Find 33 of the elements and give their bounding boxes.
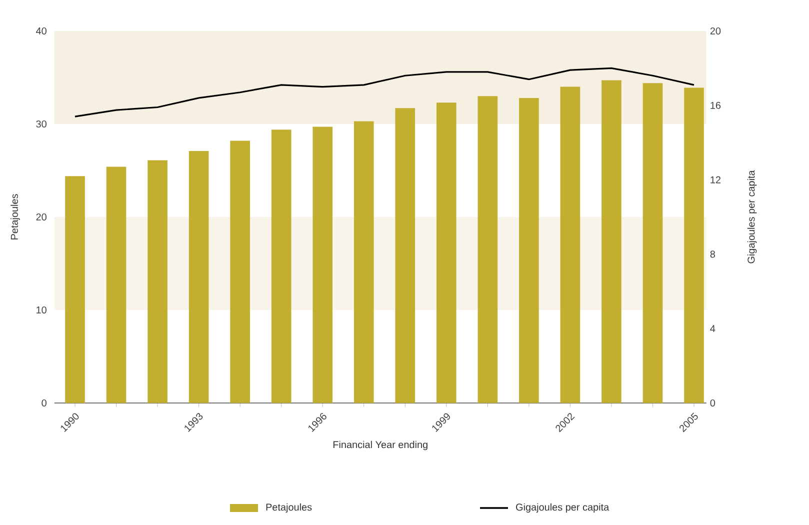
y2-axis-title: Gigajoules per capita [747, 170, 757, 264]
line-series [74, 67, 695, 118]
y2-tick-label: 16 [710, 102, 721, 109]
x-axis-title: Financial Year ending [333, 440, 428, 450]
bar [188, 150, 209, 403]
y-axis-title: Petajoules [10, 194, 20, 240]
y2-tick-label: 0 [710, 399, 716, 407]
bar [312, 126, 333, 403]
bar [271, 130, 292, 403]
legend-label: Gigajoules per capita [516, 503, 610, 513]
y-tick-label: 0 [42, 399, 46, 407]
y-tick-label: 20 [36, 213, 46, 221]
y-tick-label: 40 [36, 27, 46, 35]
bar [519, 98, 539, 403]
bar [560, 86, 580, 403]
bar [354, 121, 374, 403]
bar [436, 102, 456, 403]
bar [148, 160, 168, 403]
bar [602, 80, 622, 403]
legend-label: Petajoules [266, 503, 312, 513]
y-tick-label: 30 [36, 120, 46, 128]
y2-tick-label: 8 [710, 250, 716, 258]
y2-tick-label: 4 [710, 325, 716, 332]
bar [65, 176, 85, 403]
bar [395, 108, 416, 403]
y-tick-label: 10 [36, 306, 46, 314]
y2-tick-label: 20 [710, 27, 721, 35]
bar [230, 140, 250, 403]
y2-tick-label: 12 [710, 176, 720, 184]
bar [642, 83, 663, 403]
bar [106, 166, 126, 403]
bar [684, 88, 704, 403]
bar [478, 96, 498, 403]
